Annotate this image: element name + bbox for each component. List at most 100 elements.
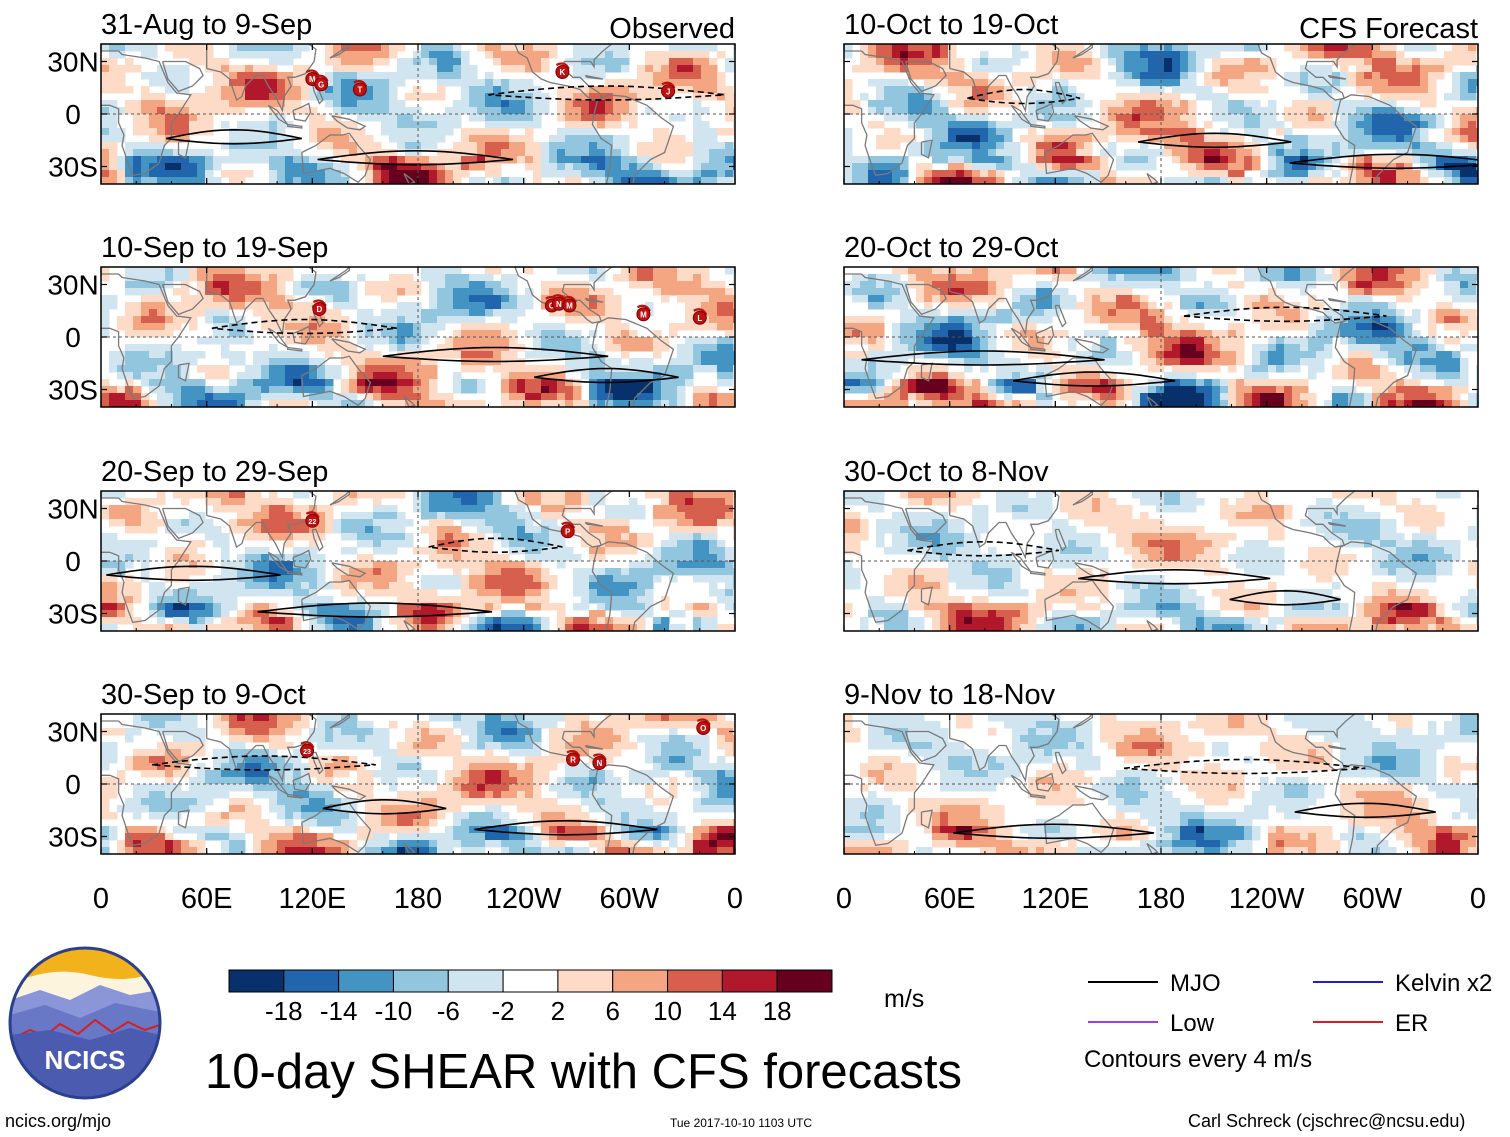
coastline [403, 842, 416, 854]
coastline [161, 283, 204, 316]
coastline [514, 267, 613, 324]
y-tick-label: 30S [48, 599, 98, 630]
coastline [1054, 751, 1067, 775]
logo-text: NCICS [45, 1045, 126, 1075]
colorbar-cell [338, 969, 394, 993]
coastline [1072, 267, 1093, 282]
coastline [177, 809, 190, 829]
coastline [949, 267, 1060, 336]
storm-swirl [552, 294, 567, 303]
storm-label: L [697, 314, 702, 323]
storm-marker: K [555, 62, 570, 79]
units-label: m/s [884, 985, 925, 1013]
coastline [177, 586, 190, 606]
mjo-contour [534, 367, 679, 384]
storm-marker: R [565, 749, 581, 767]
legend-label: ER [1395, 1010, 1428, 1037]
storm-marker: 23 [300, 741, 315, 758]
coastline [1327, 74, 1347, 80]
coastline [920, 809, 933, 829]
coastline [844, 497, 935, 624]
y-tick-label: 30N [47, 494, 98, 525]
storm-marker: 22 [305, 511, 320, 528]
shear-field [844, 714, 1478, 854]
coastline [301, 355, 372, 407]
mjo-contour [967, 88, 1081, 105]
mjo-contour [907, 540, 1060, 557]
coastline [1257, 44, 1356, 101]
x-tick-label: 60W [600, 883, 660, 915]
coastline [514, 44, 613, 101]
x-tick-label: 120E [278, 883, 346, 915]
storm-label: J [666, 87, 670, 96]
coastline [101, 50, 192, 177]
coastline [1146, 172, 1159, 184]
x-tick-label: 0 [93, 883, 109, 915]
coastline [1327, 744, 1347, 750]
storm-label: N [597, 759, 603, 768]
y-tick-label: 0 [65, 546, 81, 577]
storm-label: 23 [303, 749, 311, 756]
coastline [161, 730, 204, 763]
column-heading: CFS Forecast [1299, 13, 1478, 45]
coastline [1334, 541, 1418, 631]
coastline [1074, 115, 1110, 131]
colorbar-cell [667, 969, 723, 993]
coastline [904, 60, 947, 93]
panel-period-label: 31-Aug to 9-Sep [101, 9, 312, 41]
mjo-contour [382, 346, 609, 363]
storm-swirl [592, 753, 607, 762]
panel-period-label: 30-Oct to 8-Nov [844, 456, 1049, 488]
mjo-contour [1229, 589, 1341, 606]
coastline [949, 714, 1060, 783]
mjo-contour [953, 823, 1155, 840]
storm-marker: M [636, 304, 651, 322]
panel-right-3: 30-Oct to 8-Nov [843, 456, 1479, 632]
colorbar-cell [283, 969, 340, 993]
colorbar-cell [776, 969, 833, 993]
coastline [1054, 528, 1067, 552]
coastline [329, 44, 350, 59]
colorbar-cell [557, 969, 614, 993]
coastline [1030, 123, 1046, 129]
mjo-contour [211, 318, 398, 335]
coastline [1030, 793, 1046, 799]
storm-label: M [309, 75, 316, 84]
coastline [1074, 562, 1110, 578]
coastline [331, 785, 367, 801]
legend: MJO Kelvin x2 Low ER [1088, 970, 1492, 1037]
storm-circle [592, 756, 607, 770]
footer-timestamp: Tue 2017-10-10 1103 UTC [670, 1116, 813, 1130]
storm-label: M [640, 310, 647, 319]
coastline [1035, 325, 1055, 345]
footer-url[interactable]: ncics.org/mjo [5, 1111, 112, 1131]
coastline [1044, 132, 1115, 184]
mjo-contour [1137, 132, 1292, 149]
storm-swirl [314, 74, 329, 84]
coastline [161, 507, 204, 540]
storm-circle [305, 513, 320, 528]
colorbar-tick-label: 14 [708, 996, 737, 1026]
storm-marker: D [312, 299, 327, 316]
column-heading: Observed [609, 13, 735, 45]
storm-circle [692, 310, 707, 325]
coastline [1035, 549, 1055, 569]
legend-label: MJO [1170, 970, 1221, 997]
contour-note: Contours every 4 m/s [1084, 1046, 1313, 1073]
mjo-contour [861, 350, 1105, 366]
mjo-contour [1012, 371, 1176, 387]
mjo-contour [317, 149, 514, 166]
coastline [584, 74, 604, 80]
panel-period-label: 9-Nov to 18-Nov [844, 679, 1056, 711]
coastline [403, 395, 416, 407]
storm-marker: L [692, 308, 708, 325]
coastline [1146, 842, 1159, 854]
storm-label: M [566, 302, 573, 311]
coastline [206, 44, 317, 113]
storm-label: O [549, 302, 555, 311]
colorbar-tick-label: 2 [551, 996, 565, 1026]
x-tick-label: 120W [486, 883, 562, 915]
storm-circle [314, 77, 329, 92]
coastline [1334, 317, 1418, 407]
panel-right-1: 10-Oct to 19-Oct CFS Forecast [843, 9, 1479, 185]
